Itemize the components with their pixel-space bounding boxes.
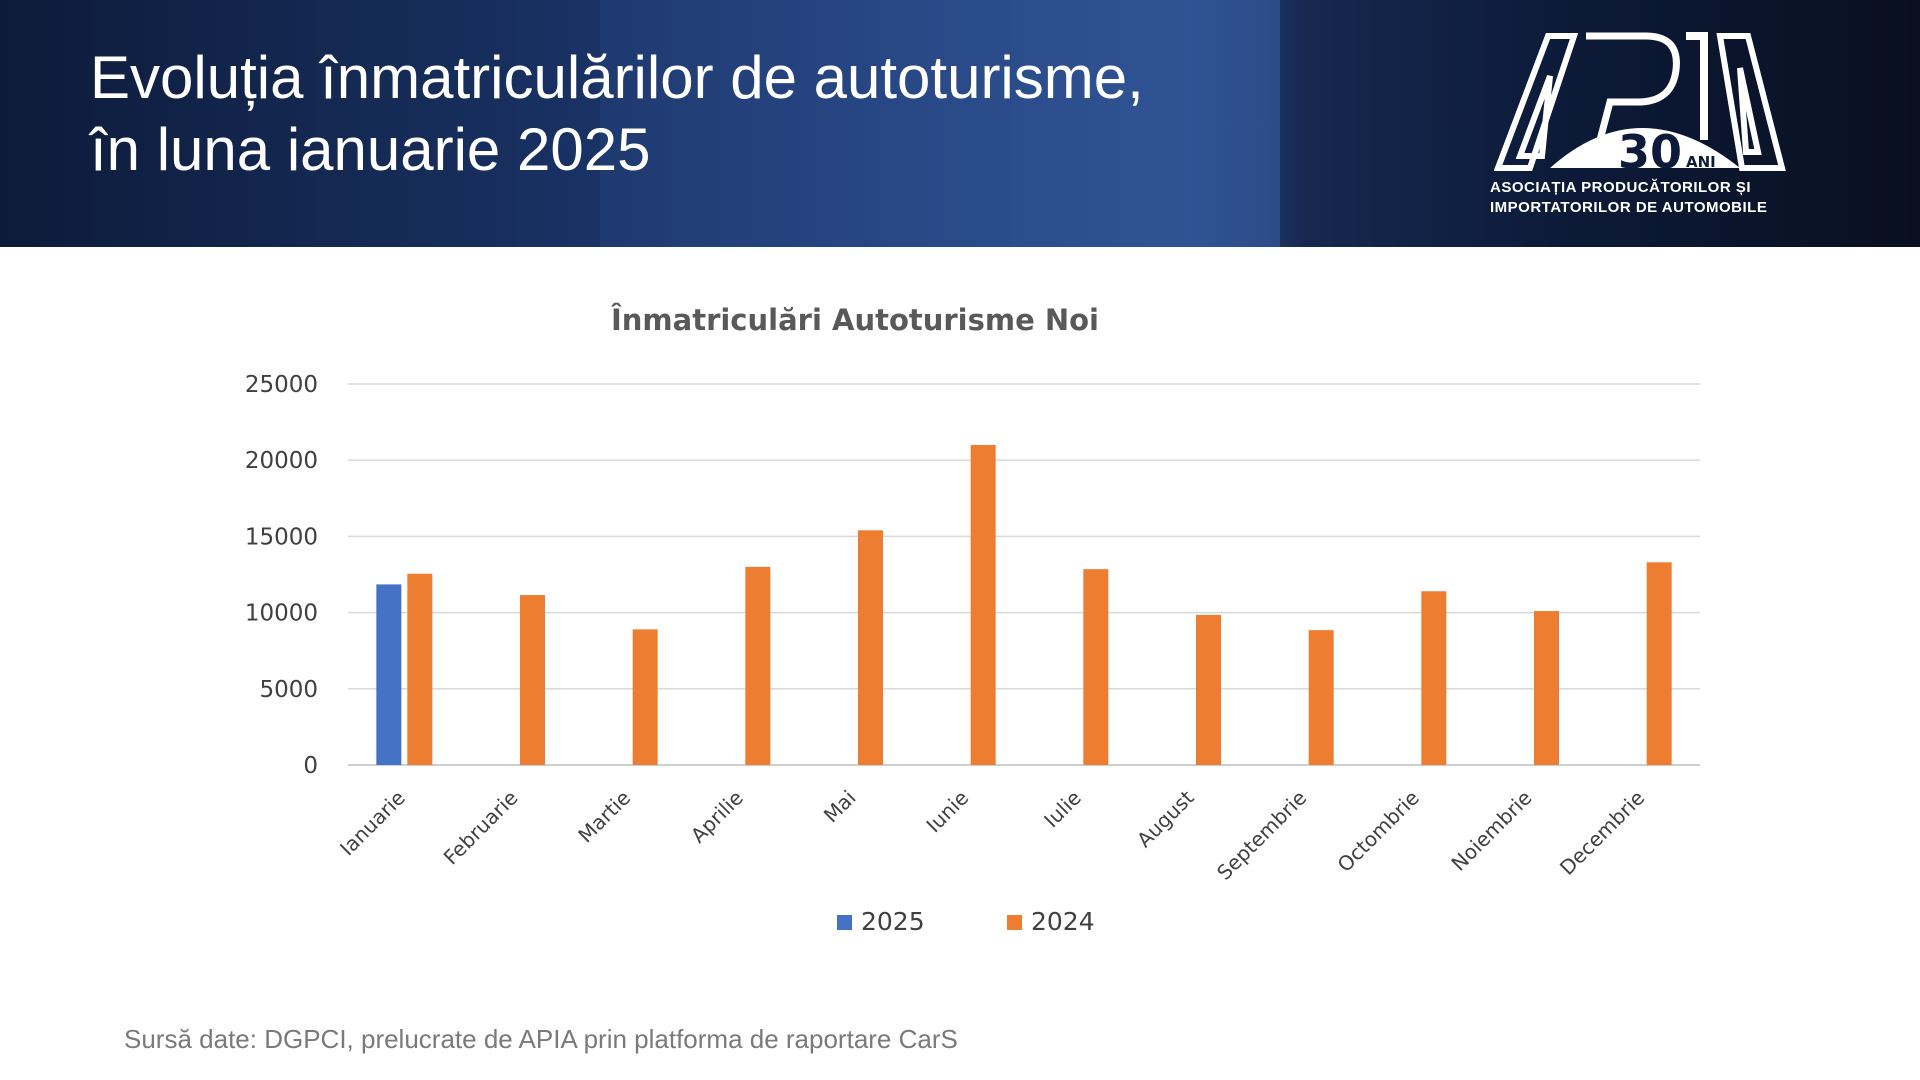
logo-subtitle-line-2: IMPORTATORILOR DE AUTOMOBILE (1490, 199, 1768, 216)
logo-letter-i (1686, 32, 1708, 140)
apia-logo-mark: 30 ANI (1493, 32, 1786, 179)
logo-letter-p (1586, 32, 1680, 141)
y-tick-label: 5000 (259, 677, 318, 703)
chart-gridlines (348, 383, 1700, 766)
chart-x-axis-ticks: Ianuarie Februarie Martie Aprilie Mai Iunie Iu… (335, 785, 1649, 884)
x-tick-label: Noiembrie (1447, 786, 1537, 876)
bar-2024-noiembrie (1534, 611, 1559, 765)
page-title-line-1: Evoluția înmatriculărilor de autoturisme… (90, 44, 1144, 111)
x-tick-label: Iulie (1039, 786, 1086, 833)
chart-title: Înmatriculări Autoturisme Noi (611, 303, 1099, 337)
logo-letter-a-right (1716, 33, 1786, 171)
y-tick-label: 25000 (245, 372, 318, 398)
logo-subtitle: ASOCIAȚIA PRODUCĂTORILOR ȘI IMPORTATORIL… (1490, 178, 1790, 218)
bar-2024-februarie (520, 595, 545, 765)
bar-2024-august (1196, 614, 1221, 765)
bar-2024-decembrie (1646, 562, 1672, 765)
bar-2024-mai (858, 530, 883, 765)
x-tick-label: Octombrie (1333, 786, 1424, 877)
apia-logo: 30 ANI ASOCIAȚIA PRODUCĂTORILOR ȘI IMPOR… (1490, 28, 1790, 228)
x-tick-label: Iunie (921, 786, 973, 838)
x-tick-label: Septembrie (1212, 786, 1311, 885)
logo-anniversary-unit: ANI (1686, 153, 1716, 171)
y-tick-label: 15000 (245, 524, 318, 550)
chart-y-axis-ticks: 0 5000 10000 15000 20000 25000 (245, 372, 318, 779)
bar-2024-martie (632, 629, 658, 765)
x-tick-label: Aprilie (686, 786, 748, 848)
page-title: Evoluția înmatriculărilor de autoturisme… (90, 42, 1240, 186)
logo-arc (1550, 128, 1740, 168)
bar-2024-ianuarie (407, 573, 433, 765)
bar-2024-iunie (970, 444, 996, 765)
bar-2024-septembrie (1308, 630, 1334, 765)
logo-anniversary-number: 30 (1618, 125, 1682, 178)
logo-letter-a-left (1493, 33, 1579, 171)
bar-2025-ianuarie (376, 584, 402, 765)
x-tick-label: Ianuarie (335, 786, 410, 861)
x-tick-label: Decembrie (1555, 786, 1649, 880)
y-tick-label: 10000 (245, 601, 318, 627)
bar-chart: Înmatriculări Autoturisme Noi 0 5000 10000… (245, 303, 1700, 936)
header-banner: Evoluția înmatriculărilor de autoturisme… (0, 0, 1920, 247)
legend-swatch-2025 (837, 915, 852, 930)
chart-legend: 2025 2024 (837, 907, 1095, 936)
bar-2024-iulie (1083, 569, 1109, 765)
chart-bars (376, 444, 1672, 765)
bar-2024-aprilie (745, 566, 771, 765)
y-tick-label: 0 (303, 753, 318, 779)
x-tick-label: August (1132, 785, 1199, 852)
header-accent-panel (600, 0, 1280, 247)
page-title-line-2: în luna ianuarie 2025 (90, 116, 651, 183)
y-tick-label: 20000 (245, 448, 318, 474)
x-tick-label: Mai (819, 786, 861, 828)
bar-2024-octombrie (1421, 591, 1447, 765)
x-tick-label: Martie (573, 786, 635, 848)
logo-subtitle-line-1: ASOCIAȚIA PRODUCĂTORILOR ȘI (1490, 179, 1752, 196)
legend-label-2024: 2024 (1031, 907, 1095, 936)
legend-swatch-2024 (1007, 915, 1022, 930)
legend-label-2025: 2025 (861, 907, 925, 936)
x-tick-label: Februarie (439, 786, 523, 870)
source-note: Sursă date: DGPCI, prelucrate de APIA pr… (124, 1024, 958, 1054)
